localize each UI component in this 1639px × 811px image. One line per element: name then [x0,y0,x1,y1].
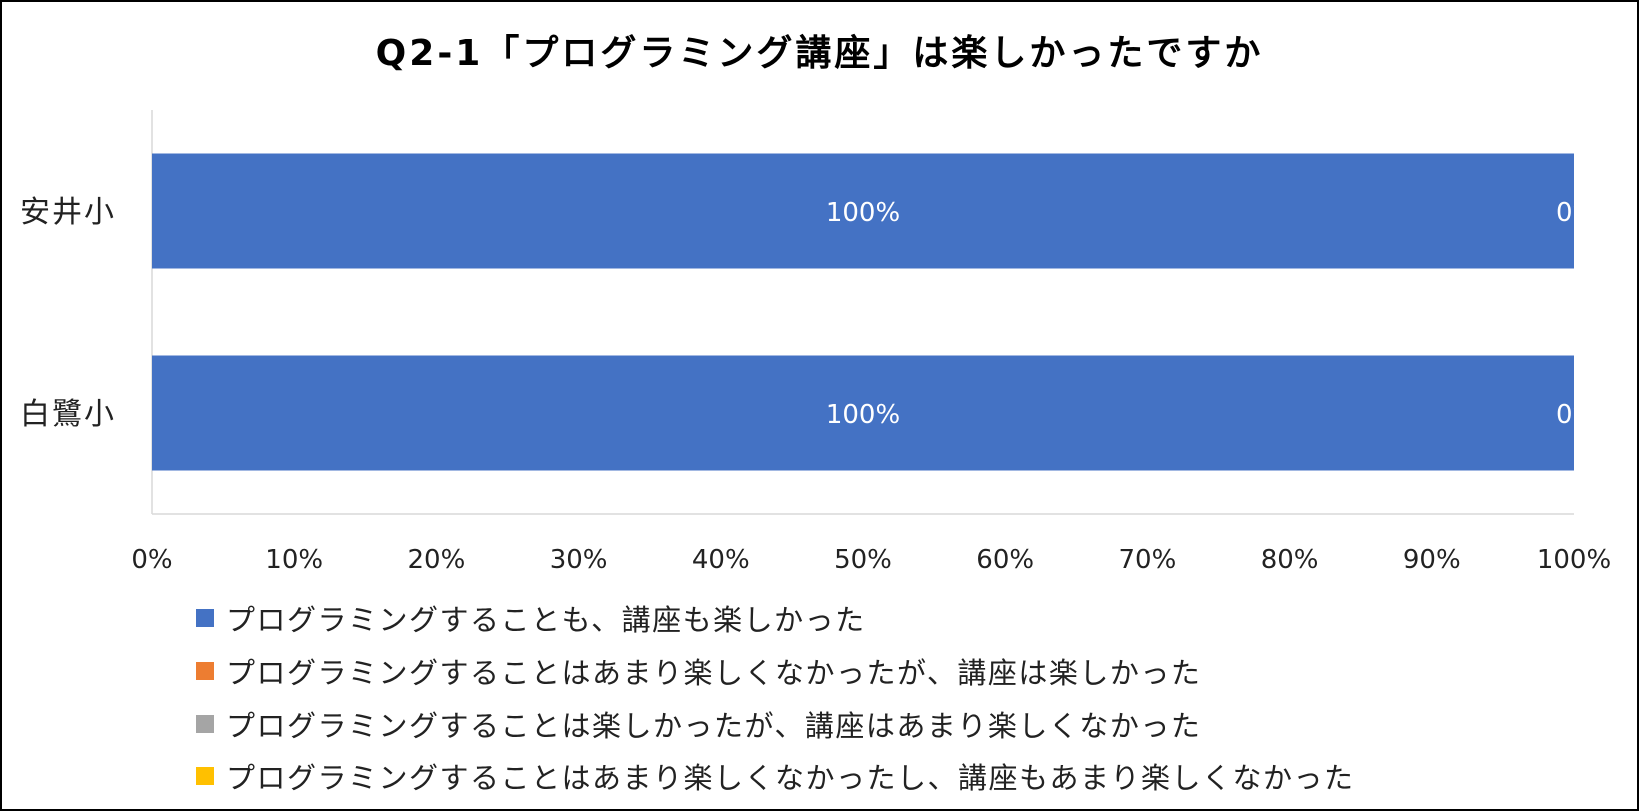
legend-item: プログラミングすることは楽しかったが、講座はあまり楽しくなかった [196,697,1355,750]
legend-swatch [196,767,214,786]
bar-data-label-zero: 0% [1556,400,1597,430]
legend-swatch [196,714,214,733]
legend-swatch [196,662,214,681]
x-tick-label: 30% [550,545,608,575]
legend-label: プログラミングすることはあまり楽しくなかったが、講座は楽しかった [226,656,1202,691]
bar-data-label-zero: 0% [1556,198,1597,228]
x-tick-label: 60% [976,545,1034,575]
x-tick-label: 20% [408,545,466,575]
legend-swatch [196,609,214,628]
bar-data-label: 100% [826,400,900,430]
legend-item: プログラミングすることはあまり楽しくなかったし、講座もあまり楽しくなかった [196,750,1355,803]
x-tick-label: 50% [834,545,892,575]
x-tick-label: 90% [1403,545,1461,575]
x-tick-label: 100% [1537,545,1611,575]
y-category-label: 白鷺小 [20,397,116,432]
y-category-label: 安井小 [20,195,116,230]
x-tick-label: 70% [1119,545,1177,575]
legend-label: プログラミングすることは楽しかったが、講座はあまり楽しくなかった [226,708,1202,743]
x-tick-label: 80% [1261,545,1319,575]
x-tick-label: 10% [265,545,323,575]
bar-data-label: 100% [826,198,900,228]
chart-title: Q2-1「プログラミング講座」は楽しかったですか [375,33,1264,74]
legend-item: プログラミングすることも、講座も楽しかった [196,592,1355,645]
legend-label: プログラミングすることも、講座も楽しかった [226,603,866,638]
bar-segment [152,153,1574,269]
legend-label: プログラミングすることはあまり楽しくなかったし、講座もあまり楽しくなかった [226,761,1355,796]
x-tick-label: 0% [131,545,172,575]
bar-segment [152,355,1574,471]
x-tick-label: 40% [692,545,750,575]
legend: プログラミングすることも、講座も楽しかったプログラミングすることはあまり楽しくな… [196,592,1355,803]
legend-item: プログラミングすることはあまり楽しくなかったが、講座は楽しかった [196,645,1355,698]
